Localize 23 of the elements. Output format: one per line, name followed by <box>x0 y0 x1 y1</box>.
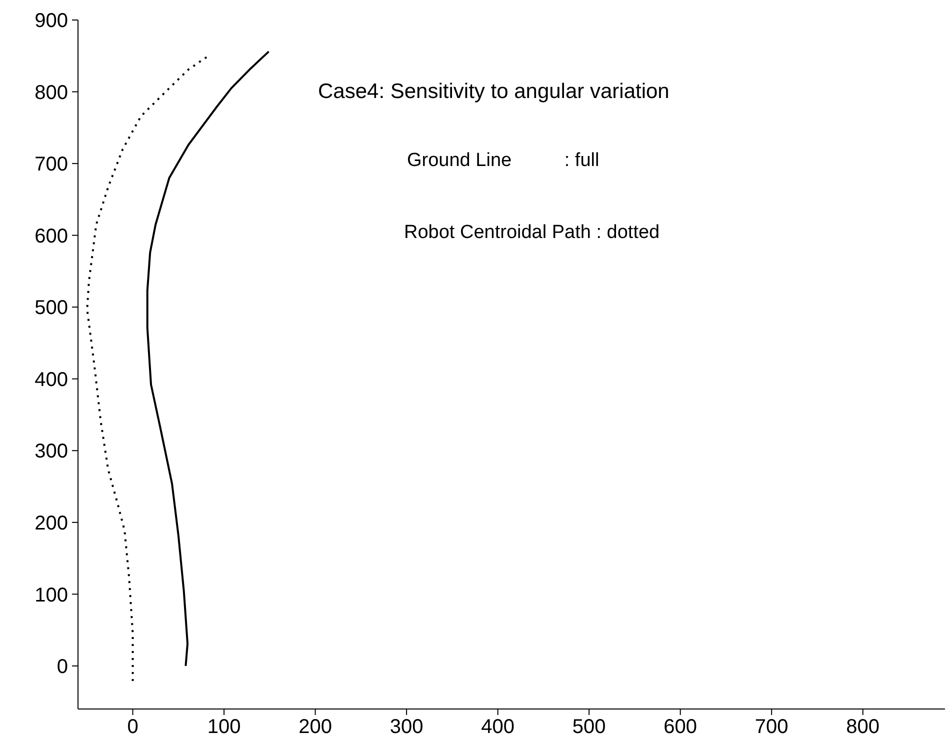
y-tick-label: 800 <box>34 82 68 104</box>
line-series <box>146 50 270 667</box>
annotation: Ground Line : full <box>407 150 600 172</box>
y-tick-label: 100 <box>34 584 68 606</box>
x-tick-label: 400 <box>481 716 514 738</box>
annotation: Case4: Sensitivity to angular variation <box>318 80 670 104</box>
x-tick-label: 700 <box>754 716 788 738</box>
y-tick-label: 900 <box>34 10 68 32</box>
x-tick-label: 200 <box>298 716 332 738</box>
y-tick-label: 600 <box>34 225 68 248</box>
y-tick-label: 300 <box>34 440 68 463</box>
x-tick-label: 0 <box>127 716 138 738</box>
x-tick-label: 500 <box>572 716 606 738</box>
y-tick-label: 400 <box>34 368 68 391</box>
y-tick-label: 200 <box>34 512 68 534</box>
y-tick-label: 0 <box>56 656 68 678</box>
x-tick-label: 300 <box>390 716 424 738</box>
annotation: Robot Centroidal Path : dotted <box>404 222 660 244</box>
x-tick-label: 100 <box>207 716 241 738</box>
x-tick-label: 600 <box>664 716 698 738</box>
x-tick-label: 800 <box>846 716 880 738</box>
y-tick-label: 500 <box>34 297 68 320</box>
y-tick-label: 700 <box>34 154 68 176</box>
